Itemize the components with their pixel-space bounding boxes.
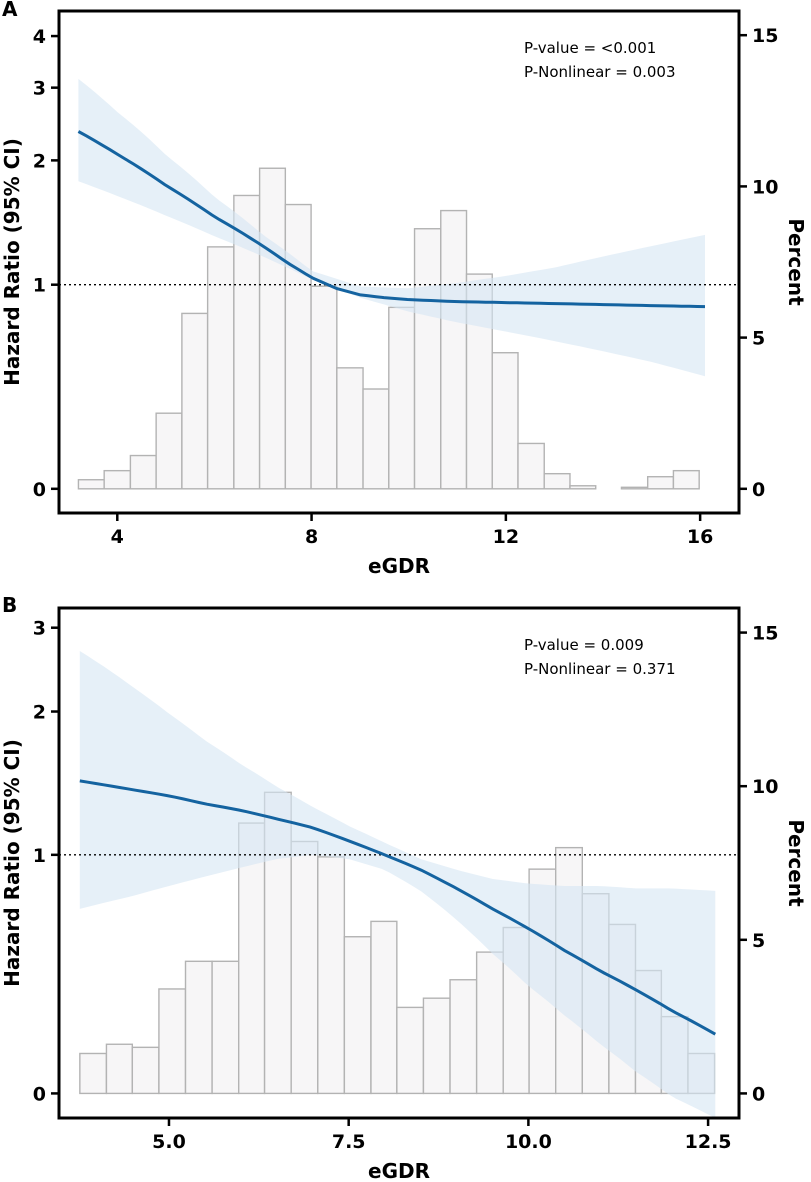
- histogram-bar: [317, 856, 346, 1095]
- x-tick-label: 16: [687, 526, 713, 548]
- y-axis-ticks: 1 2 3 0: [33, 618, 59, 1105]
- p-value-annotation: P-value = 0.009: [524, 636, 644, 654]
- histogram-bar: [284, 203, 312, 490]
- y2-tick-label: 15: [752, 25, 778, 47]
- p-value-annotation: P-value = <0.001: [524, 39, 656, 57]
- histogram-bar: [79, 1052, 108, 1095]
- y2-axis-title: Percent: [784, 819, 808, 907]
- histogram-bar: [646, 476, 675, 490]
- hazard-ratio-curve: [79, 779, 717, 1036]
- y2-axis-ticks: 0 5 10 15: [739, 623, 778, 1105]
- histogram-bar: [413, 228, 442, 490]
- histogram-bar: [422, 997, 451, 1095]
- histogram-bar: [131, 1046, 160, 1095]
- y2-tick-label: 0: [752, 479, 765, 501]
- histogram-bar: [475, 951, 504, 1095]
- y-tick-label: 4: [33, 26, 46, 48]
- y-axis-title: Hazard Ratio (95% CI): [0, 138, 24, 386]
- histogram-bar: [370, 920, 398, 1095]
- histogram-bar: [336, 367, 364, 490]
- x-axis-title: eGDR: [368, 1159, 430, 1182]
- histogram-bar: [290, 840, 319, 1095]
- x-tick-label: 5.0: [152, 1131, 186, 1153]
- y-tick-label: 2: [33, 150, 46, 172]
- p-nonlinear-annotation: P-Nonlinear = 0.003: [524, 63, 676, 81]
- p-nonlinear-annotation: P-Nonlinear = 0.371: [524, 660, 676, 678]
- histogram-bar: [211, 960, 240, 1095]
- histogram-bar: [158, 988, 187, 1095]
- histogram-bar: [258, 167, 287, 490]
- y-tick-label: 0: [33, 479, 46, 501]
- x-axis-ticks: 5.0 7.5 10.0 12.5: [152, 1118, 732, 1153]
- panel-label: A: [2, 0, 18, 21]
- y2-tick-label: 15: [752, 623, 778, 645]
- histogram-bar: [620, 486, 649, 490]
- histogram-bar: [184, 960, 213, 1095]
- histogram-bar: [343, 936, 372, 1095]
- y2-axis-ticks: 0 5 10 15: [739, 25, 778, 501]
- x-axis-ticks: 4 8 12 16: [111, 513, 713, 548]
- plot-frame: [57, 606, 741, 1120]
- histogram-bar: [672, 469, 700, 490]
- y-tick-label: 2: [33, 702, 46, 724]
- x-tick-label: 8: [305, 526, 318, 548]
- panel-b: B 5.0 7.5 10.0 12.5 1 2 3 0 0 5 10 15 P-value = 0…: [0, 593, 808, 1182]
- histogram-bar: [569, 485, 597, 490]
- y2-tick-label: 5: [752, 930, 765, 952]
- x-tick-label: 12.5: [685, 1131, 732, 1153]
- y-tick-label: 3: [33, 78, 46, 100]
- y2-tick-label: 0: [752, 1083, 765, 1105]
- histogram-bar: [517, 442, 545, 490]
- x-tick-label: 12: [493, 526, 519, 548]
- panel-label: B: [2, 593, 17, 617]
- y-tick-label: 0: [33, 1083, 46, 1105]
- x-axis-title: eGDR: [368, 554, 430, 578]
- ci-band: [79, 651, 716, 1118]
- x-tick-label: 10.0: [505, 1131, 552, 1153]
- histogram-bar: [440, 209, 468, 490]
- x-tick-label: 7.5: [332, 1131, 366, 1153]
- histogram-bar: [449, 979, 478, 1095]
- plot-frame: [57, 9, 741, 515]
- hazard-ratio-curve: [77, 130, 706, 309]
- histogram-bar: [396, 1006, 425, 1095]
- y-tick-label: 1: [33, 275, 46, 297]
- ci-band: [78, 78, 705, 377]
- y2-tick-label: 10: [752, 176, 778, 198]
- histogram-bar: [77, 479, 105, 490]
- y2-tick-label: 5: [752, 328, 765, 350]
- histogram-bar: [181, 312, 209, 490]
- x-tick-label: 4: [111, 526, 124, 548]
- y-tick-label: 1: [33, 845, 46, 867]
- histogram-bar: [206, 246, 235, 490]
- histogram-bar: [105, 1043, 134, 1095]
- histogram-bar: [543, 472, 571, 490]
- histogram-bar: [129, 454, 157, 490]
- y-axis-ticks: 1 2 3 4 0: [33, 26, 59, 501]
- histogram-bar: [155, 412, 183, 490]
- y-tick-label: 3: [33, 618, 46, 640]
- histogram-bar: [310, 285, 338, 490]
- histogram-bar: [103, 469, 132, 490]
- histogram-bars: [77, 167, 700, 490]
- y-axis-title: Hazard Ratio (95% CI): [0, 739, 24, 987]
- y2-axis-title: Percent: [784, 218, 808, 306]
- histogram-bar: [388, 306, 416, 490]
- histogram-bar: [491, 352, 519, 490]
- histogram-bar: [362, 388, 390, 490]
- y2-tick-label: 10: [752, 776, 778, 798]
